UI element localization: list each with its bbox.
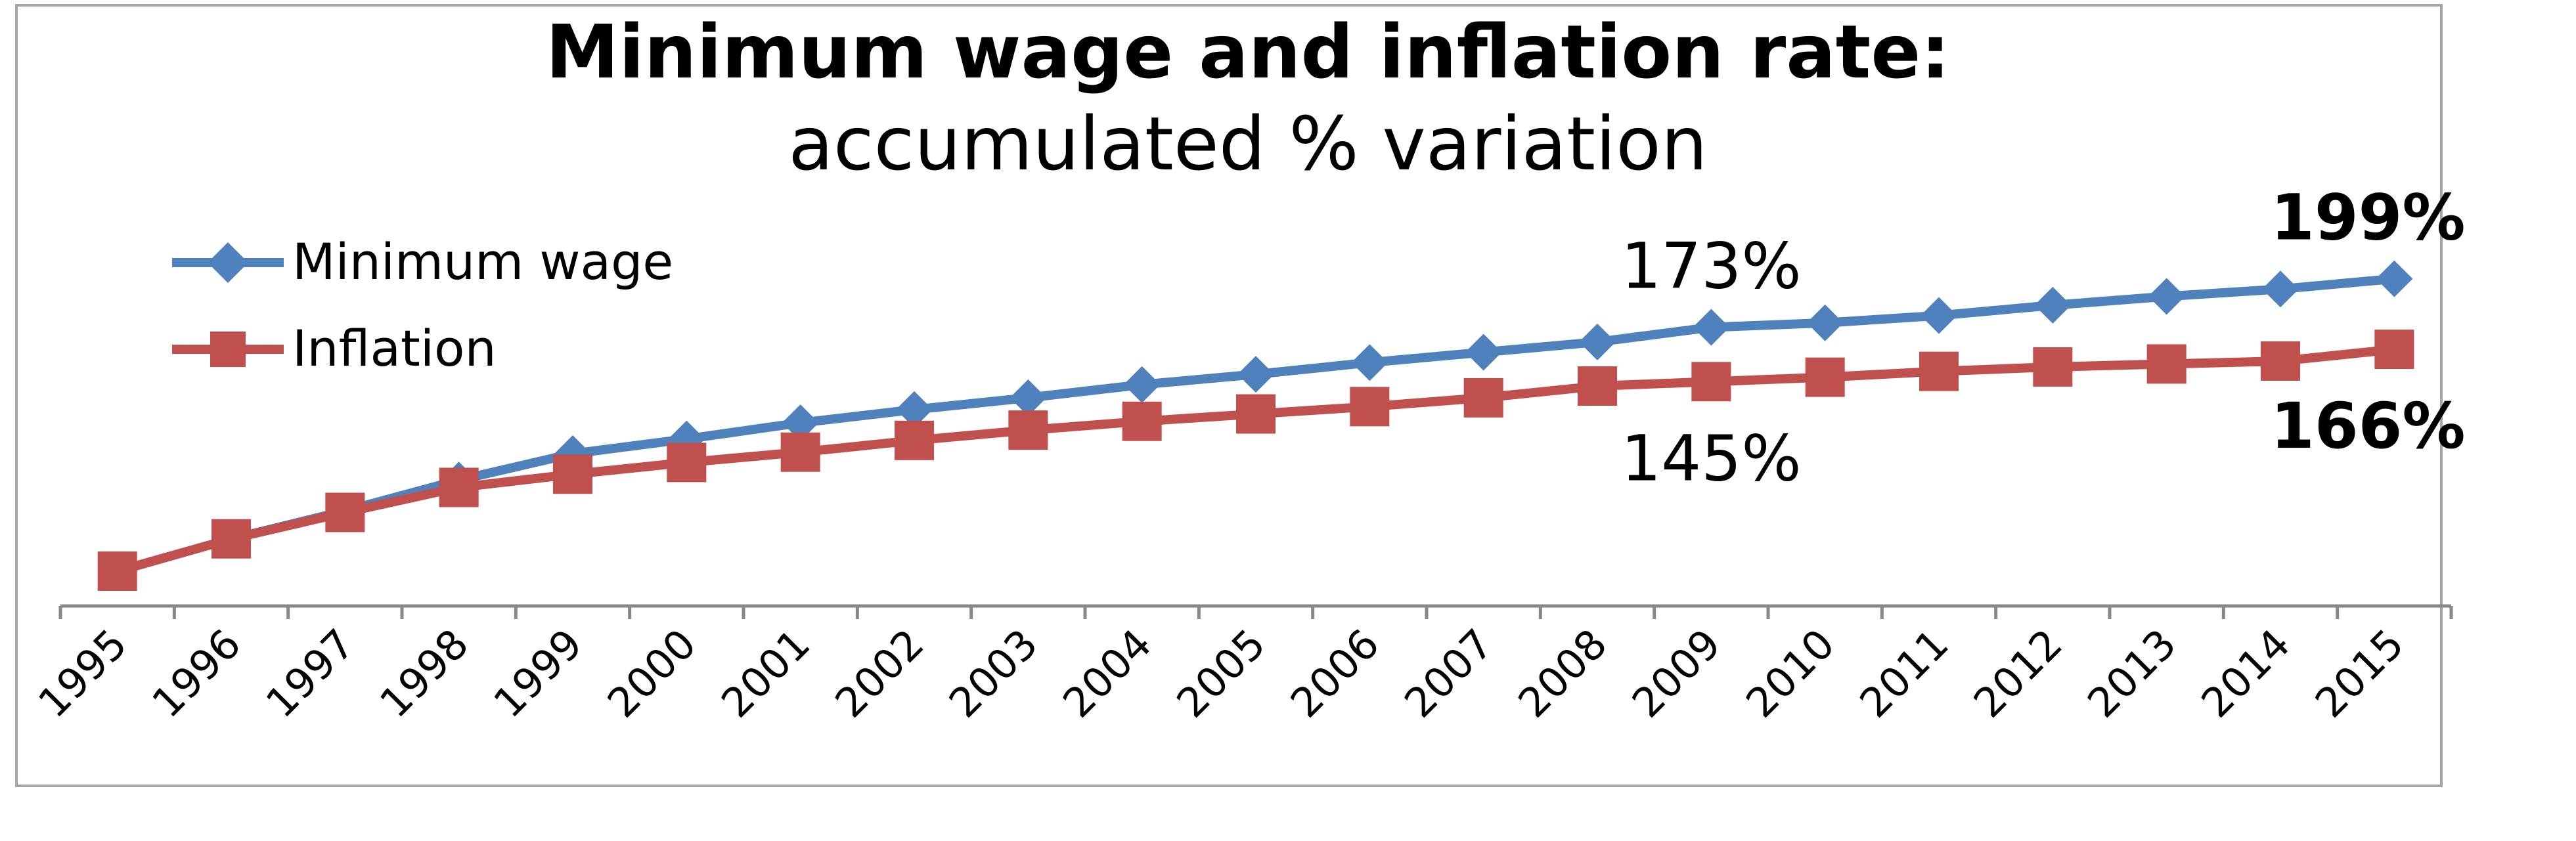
data-point-inflation (2261, 341, 2300, 381)
data-point-inflation (211, 519, 251, 559)
data-point-inflation (553, 454, 592, 494)
data-point-inflation (2033, 347, 2073, 387)
data-point-inflation (1236, 394, 1276, 434)
legend-label-minimum-wage: Minimum wage (292, 232, 673, 291)
data-point-inflation (895, 420, 934, 460)
data-point-minimum-wage (782, 404, 819, 441)
data-point-minimum-wage (1237, 356, 1274, 393)
data-point-minimum-wage (2376, 260, 2413, 297)
data-point-minimum-wage (896, 391, 933, 428)
data-point-inflation (439, 467, 479, 507)
plot-area: 1995 1996 1997 1998 1999 2000 2001 2002 2003 2004… (29, 181, 2466, 727)
data-point-inflation (780, 432, 820, 472)
data-label: 173% (1621, 229, 1801, 303)
data-point-minimum-wage (1806, 304, 1844, 341)
data-point-minimum-wage (1921, 297, 1957, 334)
data-point-inflation (97, 551, 137, 591)
data-point-minimum-wage (1351, 344, 1388, 381)
legend-label-inflation: Inflation (292, 319, 497, 377)
data-point-inflation (1350, 387, 1390, 427)
data-point-inflation (1578, 366, 1617, 406)
legend-square-marker-icon (210, 332, 246, 367)
data-point-minimum-wage (1465, 334, 1502, 371)
data-point-inflation (2374, 330, 2414, 370)
data-point-inflation (1008, 410, 1048, 450)
data-point-inflation (325, 492, 365, 532)
data-point-inflation (1805, 357, 1845, 397)
legend-item-minimum-wage: Minimum wage (172, 232, 673, 291)
data-point-minimum-wage (2034, 286, 2072, 324)
data-point-minimum-wage (1579, 323, 1616, 360)
legend-item-inflation: Inflation (172, 319, 497, 377)
data-point-minimum-wage (1693, 309, 1730, 346)
data-point-inflation (1463, 377, 1503, 418)
chart-subtitle: accumulated % variation (788, 102, 1707, 187)
data-point-inflation (667, 442, 707, 483)
data-point-inflation (1919, 351, 1959, 391)
data-label: 145% (1621, 421, 1801, 495)
data-point-minimum-wage (2148, 278, 2185, 315)
chart-title: Minimum wage and inflation rate: (546, 10, 1950, 95)
data-point-inflation (1122, 401, 1162, 441)
data-point-minimum-wage (1123, 366, 1161, 403)
chart-border (15, 4, 2443, 787)
data-point-minimum-wage (1010, 379, 1047, 416)
data-label: 166% (2271, 389, 2466, 463)
data-point-minimum-wage (2262, 270, 2299, 308)
legend: Minimum wage Inflation (172, 232, 673, 377)
data-label: 199% (2271, 181, 2466, 255)
legend-diamond-marker-icon (208, 242, 248, 283)
data-point-inflation (1691, 362, 1731, 402)
data-point-inflation (2146, 344, 2187, 384)
